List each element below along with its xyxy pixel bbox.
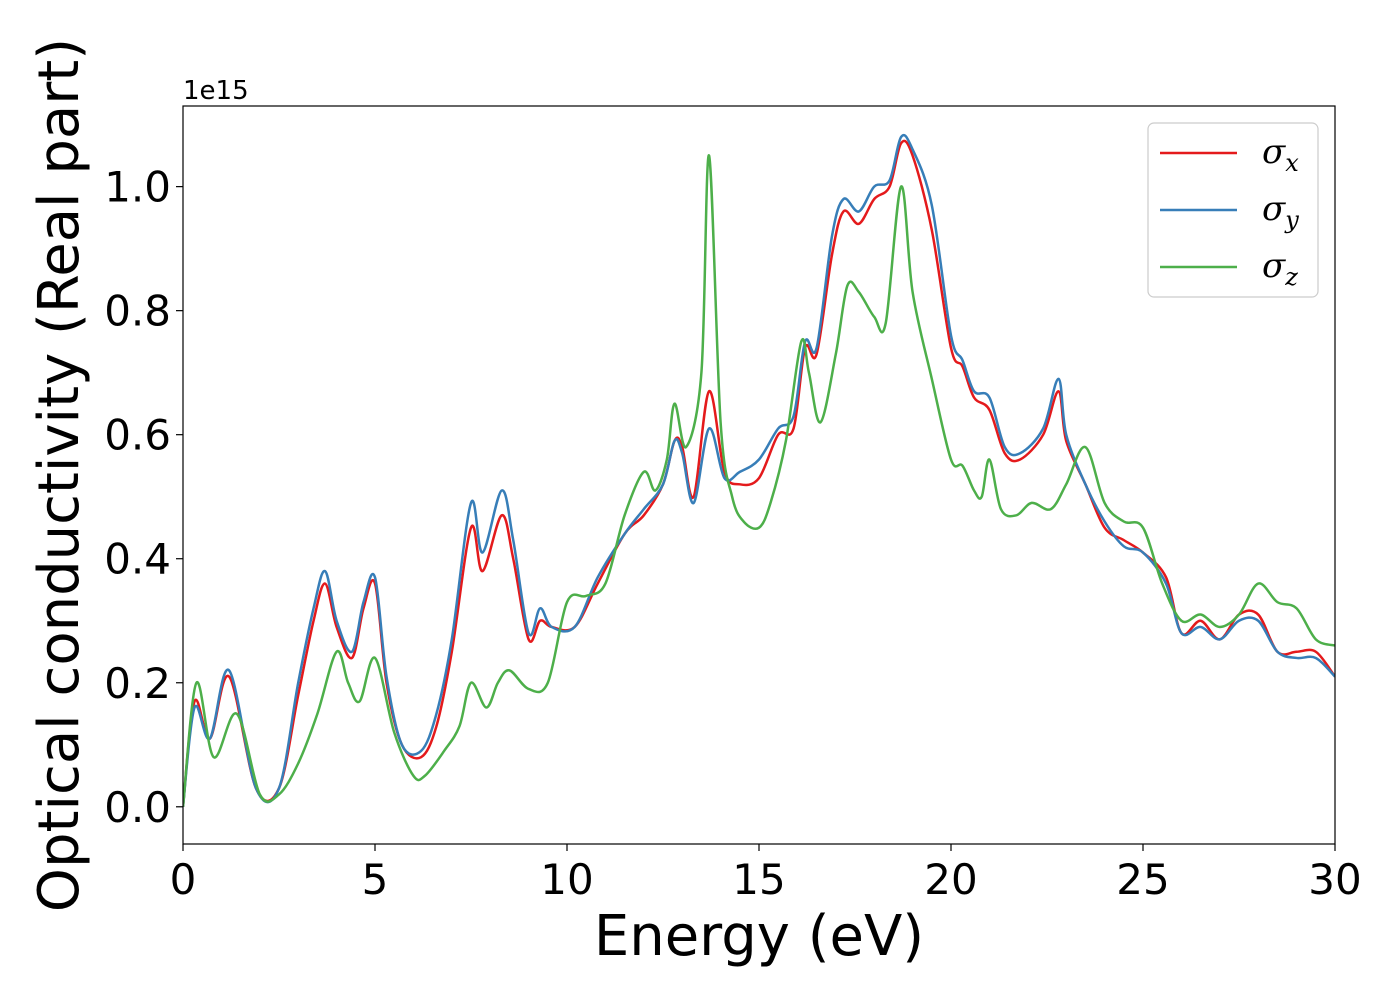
series-layer xyxy=(183,133,1335,807)
series-line-x xyxy=(183,139,1335,807)
series-line-y xyxy=(183,133,1335,807)
legend: σx σy σz xyxy=(1147,122,1319,298)
y-tick-label: 0.6 xyxy=(104,411,171,460)
x-tick-label: 5 xyxy=(362,855,389,904)
y-axis-label: Optical conductivity (Real part) xyxy=(27,38,92,912)
x-tick-label: 25 xyxy=(1116,855,1169,904)
plot-background xyxy=(183,106,1335,844)
y-tick-label: 0.8 xyxy=(104,287,171,336)
y-axis-ticks: 0.0 0.2 0.4 0.6 0.8 1.0 xyxy=(104,163,183,832)
x-tick-label: 20 xyxy=(924,855,977,904)
x-tick-label: 15 xyxy=(732,855,785,904)
x-tick-label: 10 xyxy=(540,855,593,904)
legend-label-z: σz xyxy=(1262,246,1298,291)
y-tick-label: 1.0 xyxy=(104,163,171,212)
legend-label-y: σy xyxy=(1262,189,1299,234)
y-offset-label: 1e15 xyxy=(183,76,249,106)
y-tick-label: 0.2 xyxy=(104,659,171,708)
y-tick-label: 0.4 xyxy=(104,535,171,584)
y-tick-label: 0.0 xyxy=(104,783,171,832)
x-tick-label: 30 xyxy=(1308,855,1361,904)
legend-label-x: σx xyxy=(1262,132,1299,177)
x-tick-label: 0 xyxy=(170,855,197,904)
x-axis-ticks: 0 5 10 15 20 25 30 xyxy=(170,844,1362,904)
series-line-z xyxy=(183,154,1335,807)
x-axis-label: Energy (eV) xyxy=(594,904,924,969)
legend-entries: σx σy σz xyxy=(1160,132,1299,291)
